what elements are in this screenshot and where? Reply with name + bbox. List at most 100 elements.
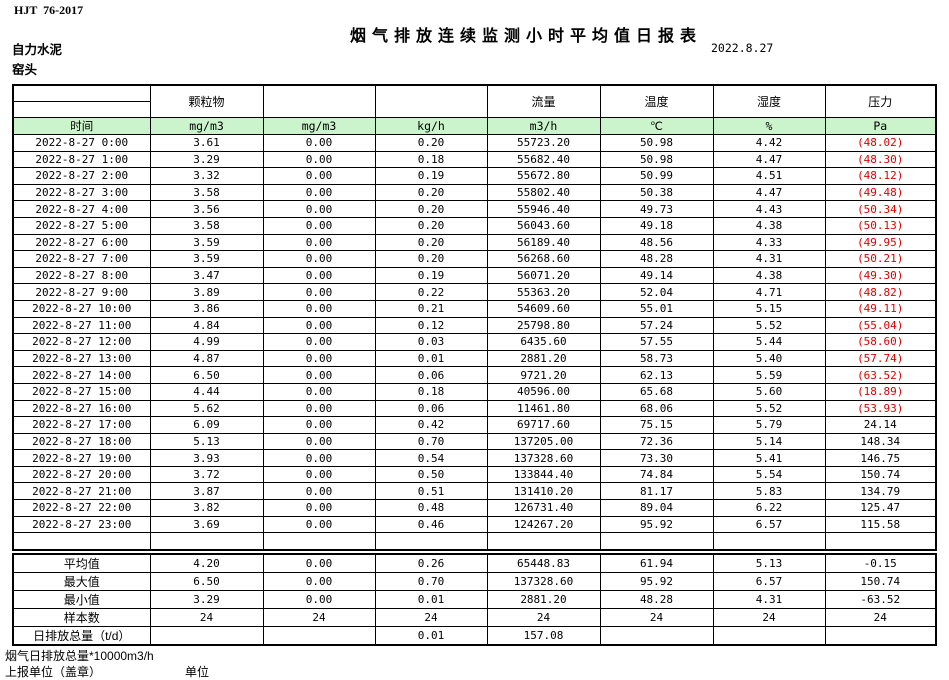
empty-row	[12, 532, 937, 551]
table-row: 2022-8-27 21:00 3.87 0.00 0.51 131410.20 81.1…	[12, 482, 937, 501]
row-label-cell	[12, 532, 151, 551]
row-label-cell: 2022-8-27 1:00	[12, 150, 151, 169]
value-cell: 3.87	[149, 482, 264, 501]
value-cell	[824, 532, 937, 551]
value-cell: 0.00	[262, 465, 376, 484]
value-cell: 2881.20	[486, 349, 601, 368]
value-cell: 56189.40	[486, 233, 601, 252]
table-row: 2022-8-27 4:00 3.56 0.00 0.20 55946.40 49.73 4…	[12, 200, 937, 218]
row-label-cell: 2022-8-27 6:00	[12, 233, 151, 252]
value-cell: 6.57	[712, 515, 826, 534]
value-cell: 5.83	[712, 482, 826, 501]
value-cell	[824, 626, 937, 646]
value-cell: (48.02)	[824, 134, 937, 152]
value-cell: 0.00	[262, 482, 376, 501]
row-label-cell: 平均值	[12, 553, 151, 573]
value-cell: 0.00	[262, 349, 376, 368]
table-row: 2022-8-27 18:00 5.13 0.00 0.70 137205.00 72.3…	[12, 432, 937, 451]
value-cell: (18.89)	[824, 382, 937, 401]
value-cell: 49.14	[599, 266, 714, 285]
value-cell	[599, 626, 714, 646]
value-cell: 0.51	[374, 482, 488, 501]
row-label-cell: 日排放总量（t/d）	[12, 626, 151, 646]
summary-row: 最小值 3.29 0.00 0.01 2881.20 48.28 4.31 -63.52	[12, 590, 937, 609]
value-cell: 131410.20	[486, 482, 601, 501]
value-cell: 0.01	[374, 590, 488, 609]
summary-row: 日排放总量（t/d） 0.01 157.08	[12, 626, 937, 646]
value-cell: 0.00	[262, 333, 376, 351]
value-cell: 0.00	[262, 134, 376, 152]
value-cell: 0.20	[374, 250, 488, 268]
parameter-group-cell: 湿度	[712, 84, 826, 118]
value-cell: 0.19	[374, 266, 488, 285]
row-label-cell: 2022-8-27 10:00	[12, 299, 151, 318]
value-cell: (50.13)	[824, 216, 937, 235]
value-cell: 0.06	[374, 399, 488, 418]
value-cell: 3.32	[149, 167, 264, 185]
value-cell: 24	[486, 608, 601, 627]
value-cell: 157.08	[486, 626, 601, 646]
value-cell: 0.00	[262, 266, 376, 285]
flow-total-note: 烟气日排放总量*10000m3/h	[5, 649, 154, 663]
company-name: 自力水泥	[12, 43, 63, 57]
value-cell: 69717.60	[486, 416, 601, 434]
value-cell: 6.57	[712, 572, 826, 591]
report-date: 2022.8.27	[711, 41, 774, 55]
row-label-cell: 2022-8-27 18:00	[12, 432, 151, 451]
value-cell: 0.00	[262, 553, 376, 573]
value-cell: 0.26	[374, 553, 488, 573]
value-cell: 4.31	[712, 590, 826, 609]
row-label-cell: 2022-8-27 11:00	[12, 316, 151, 335]
value-cell: 74.84	[599, 465, 714, 484]
summary-row: 平均值 4.20 0.00 0.26 65448.83 61.94 5.13 -0.15	[12, 553, 937, 573]
value-cell	[374, 532, 488, 551]
unit-cell: mg/m3	[149, 117, 264, 135]
value-cell: 146.75	[824, 449, 937, 467]
value-cell: 6.09	[149, 416, 264, 434]
parameter-group-cell	[374, 84, 488, 118]
value-cell: 5.79	[712, 416, 826, 434]
value-cell: 57.55	[599, 333, 714, 351]
value-cell: 56071.20	[486, 266, 601, 285]
value-cell: (53.93)	[824, 399, 937, 418]
data-rows-body: 2022-8-27 0:00 3.61 0.00 0.20 55723.20 50.98 4…	[12, 134, 937, 551]
parameter-group-cell: 压力	[824, 84, 937, 118]
unit-cell: ℃	[599, 117, 714, 135]
value-cell: 3.61	[149, 134, 264, 152]
value-cell: 0.20	[374, 233, 488, 252]
unit-cell: Pa	[824, 117, 937, 135]
value-cell: 0.00	[262, 382, 376, 401]
table-row: 2022-8-27 16:00 5.62 0.00 0.06 11461.80 68.06…	[12, 399, 937, 418]
value-cell: 55946.40	[486, 200, 601, 218]
value-cell: 4.71	[712, 283, 826, 301]
row-label-cell: 2022-8-27 2:00	[12, 167, 151, 185]
row-label-cell: 2022-8-27 3:00	[12, 183, 151, 202]
row-label-cell: 2022-8-27 7:00	[12, 250, 151, 268]
value-cell: 89.04	[599, 499, 714, 517]
value-cell: 5.14	[712, 432, 826, 451]
value-cell: 95.92	[599, 515, 714, 534]
value-cell: 24.14	[824, 416, 937, 434]
value-cell: 0.22	[374, 283, 488, 301]
table-row: 2022-8-27 5:00 3.58 0.00 0.20 56043.60 49.18 4…	[12, 216, 937, 235]
value-cell: 0.00	[262, 416, 376, 434]
value-cell: (48.30)	[824, 150, 937, 169]
row-label-cell: 2022-8-27 17:00	[12, 416, 151, 434]
table-row: 2022-8-27 9:00 3.89 0.00 0.22 55363.20 52.04 4…	[12, 283, 937, 301]
value-cell: 5.52	[712, 316, 826, 335]
table-row: 2022-8-27 3:00 3.58 0.00 0.20 55802.40 50.38 4…	[12, 183, 937, 202]
value-cell: 40596.00	[486, 382, 601, 401]
value-cell: 5.40	[712, 349, 826, 368]
value-cell: 0.00	[262, 299, 376, 318]
value-cell: 4.87	[149, 349, 264, 368]
value-cell: 61.94	[599, 553, 714, 573]
row-label-cell: 2022-8-27 20:00	[12, 465, 151, 484]
unit-label: 单位	[185, 665, 210, 679]
row-label-cell: 2022-8-27 21:00	[12, 482, 151, 501]
value-cell: (58.60)	[824, 333, 937, 351]
value-cell: 3.86	[149, 299, 264, 318]
value-cell	[712, 626, 826, 646]
value-cell: 0.42	[374, 416, 488, 434]
value-cell: (50.21)	[824, 250, 937, 268]
value-cell: 0.00	[262, 499, 376, 517]
